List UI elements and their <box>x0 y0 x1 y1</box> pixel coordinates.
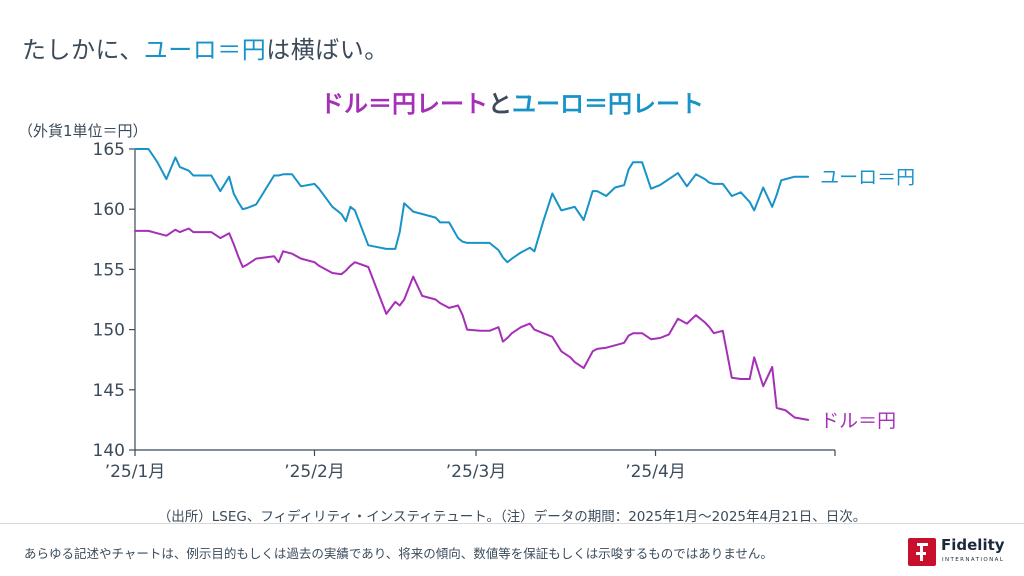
chart-series-layer <box>134 148 810 421</box>
series-line-eur-jpy <box>134 148 810 264</box>
x-tick-label: ’25/4月 <box>625 462 686 482</box>
chart-labels-layer: ユーロ＝円ドル＝円 <box>820 167 915 432</box>
x-tick-label: ’25/3月 <box>446 462 507 482</box>
x-tick-label: ’25/1月 <box>105 462 166 482</box>
y-tick-label: 150 <box>93 321 125 341</box>
y-tick-label: 160 <box>93 200 125 220</box>
y-tick-label: 140 <box>93 441 125 461</box>
fidelity-logo-icon <box>908 538 936 566</box>
chart-title: ドル＝円レートとユーロ＝円レート <box>0 84 1024 119</box>
series-end-label: ユーロ＝円 <box>820 167 915 189</box>
headline: たしかに、ユーロ＝円は横ばい。 <box>22 30 389 65</box>
series-end-label: ドル＝円 <box>820 410 896 432</box>
source-note: （出所）LSEG、フィディリティ・インスティテュート。（注）データの期間：202… <box>157 509 867 525</box>
headline-highlight: ユーロ＝円 <box>143 36 267 64</box>
logo-name: Fidelity <box>941 536 1005 554</box>
x-tick-label: ’25/2月 <box>284 462 345 482</box>
headline-suffix: は横ばい。 <box>266 36 389 64</box>
y-axis-unit-label: （外貨1単位＝円） <box>18 122 148 140</box>
disclaimer: あらゆる記述やチャートは、例示目的もしくは過去の実績であり、将来の傾向、数値等を… <box>24 546 773 561</box>
fidelity-logo: Fidelity INTERNATIONAL <box>908 536 1014 568</box>
headline-prefix: たしかに、 <box>22 36 144 64</box>
series-line-usd-jpy <box>134 227 810 421</box>
y-tick-label: 145 <box>93 381 125 401</box>
chart-title-usd: ドル＝円レート <box>320 90 488 118</box>
footer-divider <box>0 523 1024 524</box>
chart-title-conjunction: と <box>488 90 512 118</box>
logo-subtitle: INTERNATIONAL <box>942 557 1005 563</box>
y-tick-label: 155 <box>93 260 125 280</box>
chart-axes: 140 145 150 155 160 165 ’25/1月 ’25/2月 ’25/3月 ’25/… <box>93 140 836 482</box>
y-tick-label: 165 <box>93 140 125 160</box>
chart-title-eur: ユーロ＝円レート <box>512 90 704 118</box>
